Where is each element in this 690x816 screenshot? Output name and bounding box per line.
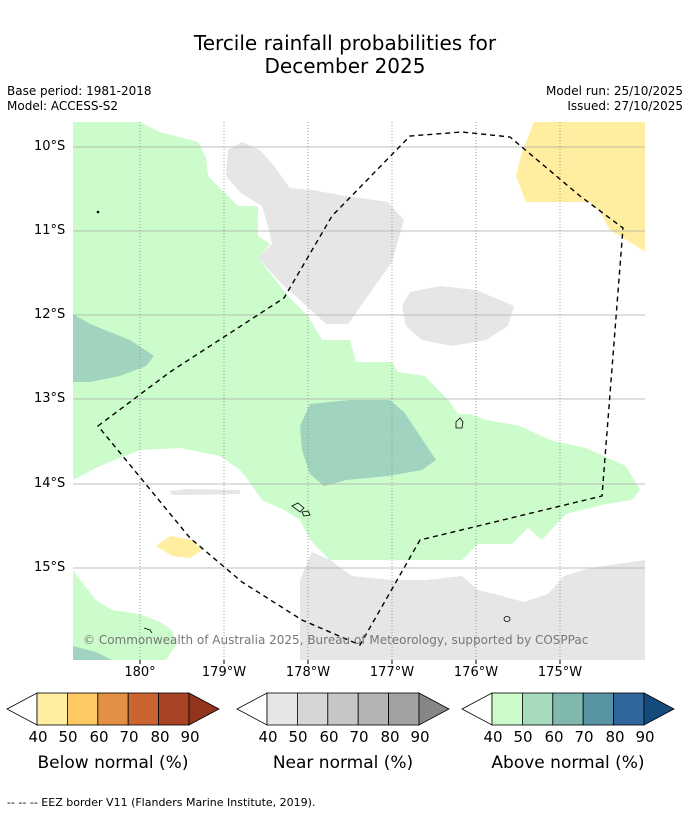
- colorbar-tick: 40: [258, 728, 278, 746]
- colorbar-left-arrow: [236, 692, 268, 726]
- above-normal-60-southwest: [73, 646, 112, 660]
- colorbar-segment: [97, 692, 129, 726]
- colorbar-right-arrow: [418, 692, 450, 726]
- colorbar-tick: 90: [180, 728, 200, 746]
- above-normal-region-west: [73, 122, 640, 560]
- colorbar-tick: 90: [410, 728, 430, 746]
- colorbars: [6, 692, 675, 726]
- near-normal-sliver: [170, 489, 240, 495]
- colorbar-left-arrow: [6, 692, 38, 726]
- below-normal-region-west: [156, 536, 202, 558]
- lat-label: 13°S: [34, 391, 66, 406]
- island-north-east: [455, 417, 464, 429]
- map-title: Tercile rainfall probabilities for Decem…: [0, 32, 690, 78]
- colorbar-segment: [522, 692, 554, 726]
- colorbar-segment: [296, 692, 329, 726]
- island-central: [291, 502, 305, 513]
- meta-right: Model run: 25/10/2025 Issued: 27/10/2025: [546, 84, 683, 114]
- model-run: Model run: 25/10/2025: [545, 84, 683, 98]
- colorbar-tick: 40: [28, 728, 48, 746]
- colorbar-right-arrow: [643, 692, 675, 726]
- colorbar-tick: 70: [574, 728, 594, 746]
- colorbar-tick: 60: [89, 728, 109, 746]
- near-normal-region-east: [402, 286, 514, 346]
- lon-label: 175°W: [537, 665, 583, 680]
- islands: [96, 210, 511, 634]
- colorbar-segment: [582, 692, 615, 726]
- eez-border: [96, 131, 624, 646]
- colorbar-segment: [158, 692, 190, 726]
- above-normal-region-southwest: [73, 570, 176, 660]
- colorbar-tick: 80: [605, 728, 625, 746]
- issued-date: Issued: 27/10/2025: [567, 99, 683, 113]
- island-south-west: [143, 627, 153, 634]
- colorbar-right-arrow: [188, 692, 220, 726]
- colorbar-left-arrow: [461, 692, 493, 726]
- colorbar-segment: [266, 692, 298, 726]
- colorbar-tick: 50: [58, 728, 78, 746]
- title-line-1: Tercile rainfall probabilities for: [193, 31, 497, 55]
- lon-label: 179°W: [201, 665, 247, 680]
- colorbar-segment: [491, 692, 523, 726]
- colorbar-segment: [613, 692, 645, 726]
- latitude-gridlines: [73, 146, 645, 569]
- colorbar-tick: 40: [483, 728, 503, 746]
- lon-label: 176°W: [453, 665, 499, 680]
- colorbar-segment: [552, 692, 584, 726]
- island-central-2: [301, 510, 311, 517]
- colorbar-tick: 70: [119, 728, 139, 746]
- x-axis-ticks: [139, 660, 561, 664]
- colorbar-segment: [327, 692, 359, 726]
- colorbar-segment: [36, 692, 68, 726]
- colorbar-segment: [357, 692, 390, 726]
- lon-label: 178°W: [285, 665, 331, 680]
- colorbar-segment: [127, 692, 159, 726]
- colorbar-tick: 60: [544, 728, 564, 746]
- above-normal-60-central: [300, 400, 436, 486]
- colorbar-label-below: Below normal (%): [37, 753, 189, 773]
- lat-label: 14°S: [34, 476, 66, 491]
- lat-label: 15°S: [34, 560, 66, 575]
- eez-footnote: -- -- -- EEZ border V11 (Flanders Marine…: [7, 796, 316, 809]
- colorbar-tick: 50: [288, 728, 308, 746]
- meta-left: Base period: 1981-2018 Model: ACCESS-S2: [7, 84, 152, 114]
- copyright-notice: © Commonwealth of Australia 2025, Bureau…: [83, 633, 589, 647]
- title-line-2: December 2025: [264, 54, 426, 78]
- colorbar-above: [461, 692, 675, 726]
- island-north-west: [96, 210, 100, 214]
- colorbar-tick: 80: [380, 728, 400, 746]
- above-normal-60-west: [73, 314, 154, 382]
- colorbar-tick: 70: [349, 728, 369, 746]
- colorbar-segment: [388, 692, 420, 726]
- near-normal-region-south: [300, 552, 645, 660]
- base-period: Base period: 1981-2018: [7, 84, 152, 98]
- colorbar-label-near: Near normal (%): [272, 753, 414, 773]
- near-normal-region-north: [226, 142, 404, 324]
- colorbar-near: [236, 692, 450, 726]
- colorbar-below: [6, 692, 220, 726]
- lat-label: 11°S: [34, 223, 66, 238]
- colorbar-tick: 90: [635, 728, 655, 746]
- colorbar-tick: 50: [513, 728, 533, 746]
- colorbar-tick: 60: [319, 728, 339, 746]
- below-normal-region-northeast: [516, 122, 645, 252]
- model-name: Model: ACCESS-S2: [7, 99, 119, 113]
- island-south-east: [503, 616, 511, 622]
- lat-label: 12°S: [34, 307, 66, 322]
- lat-label: 10°S: [34, 139, 66, 154]
- lon-label: 177°W: [369, 665, 415, 680]
- lon-label: 180°: [124, 665, 156, 680]
- colorbar-tick: 80: [150, 728, 170, 746]
- colorbar-label-above: Above normal (%): [491, 753, 645, 773]
- colorbar-segment: [67, 692, 99, 726]
